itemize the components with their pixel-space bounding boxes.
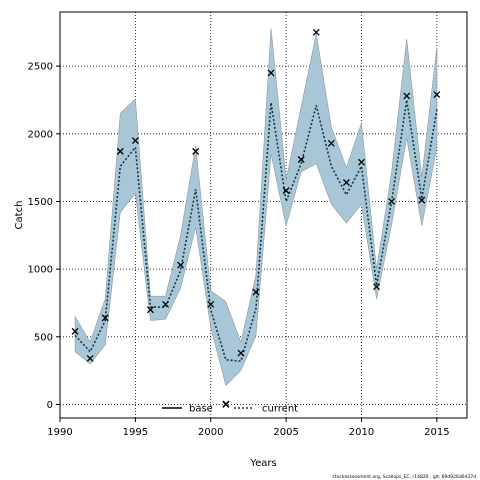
- observed-point: [207, 300, 215, 308]
- observed-point: [297, 156, 305, 163]
- y-tick-label: 0: [47, 400, 53, 411]
- legend-base-label: base: [189, 404, 213, 415]
- current-series-line: [74, 99, 438, 363]
- observed-point: [116, 147, 124, 155]
- observed-point: [373, 283, 381, 291]
- x-tick-label: 2015: [424, 427, 449, 438]
- observed-point: [71, 327, 79, 335]
- observed-point: [433, 91, 441, 99]
- observed-point: [403, 92, 411, 100]
- y-tick-label: 1500: [28, 197, 53, 208]
- observed-point: [101, 314, 109, 322]
- observed-point: [86, 354, 94, 362]
- plot-frame: [59, 11, 468, 419]
- observed-point: [312, 28, 320, 36]
- observed-point: [237, 349, 245, 357]
- x-axis: 1990 1995 2000 2005 2010 2015: [47, 418, 450, 438]
- legend-x-mark: [222, 400, 230, 408]
- x-tick-label: 1990: [47, 427, 72, 438]
- x-tick-label: 2010: [349, 427, 374, 438]
- legend-observed-marker: [222, 400, 230, 408]
- observed-point: [146, 306, 154, 314]
- legend-current-label: current: [262, 404, 298, 415]
- observed-point: [192, 147, 200, 155]
- y-tick-label: 500: [34, 332, 53, 343]
- y-tick-label: 2000: [28, 129, 53, 140]
- observed-point: [418, 196, 426, 204]
- observed-point: [327, 139, 335, 147]
- observed-point: [131, 137, 139, 145]
- x-tick-label: 1995: [123, 427, 148, 438]
- footer-note: stockassessment.org, Scallops_EC, r14820…: [333, 474, 477, 480]
- x-tick-label: 2000: [198, 427, 223, 438]
- y-tick-label: 2500: [28, 62, 53, 73]
- confidence-band: [74, 28, 438, 387]
- x-tick-label: 2005: [273, 427, 298, 438]
- y-axis: 0 500 1000 1500 2000 2500: [28, 62, 60, 411]
- x-axis-title: Years: [249, 458, 276, 469]
- observed-point: [388, 198, 396, 205]
- observed-point: [342, 179, 350, 186]
- observed-point: [162, 300, 169, 308]
- observed-point: [177, 261, 185, 269]
- observed-point: [282, 187, 290, 195]
- observed-point: [252, 288, 260, 296]
- y-axis-title: Catch: [14, 201, 25, 230]
- observed-point: [358, 158, 365, 166]
- legend: base current: [162, 400, 298, 415]
- y-tick-label: 1000: [28, 265, 53, 276]
- observed-point: [267, 69, 275, 77]
